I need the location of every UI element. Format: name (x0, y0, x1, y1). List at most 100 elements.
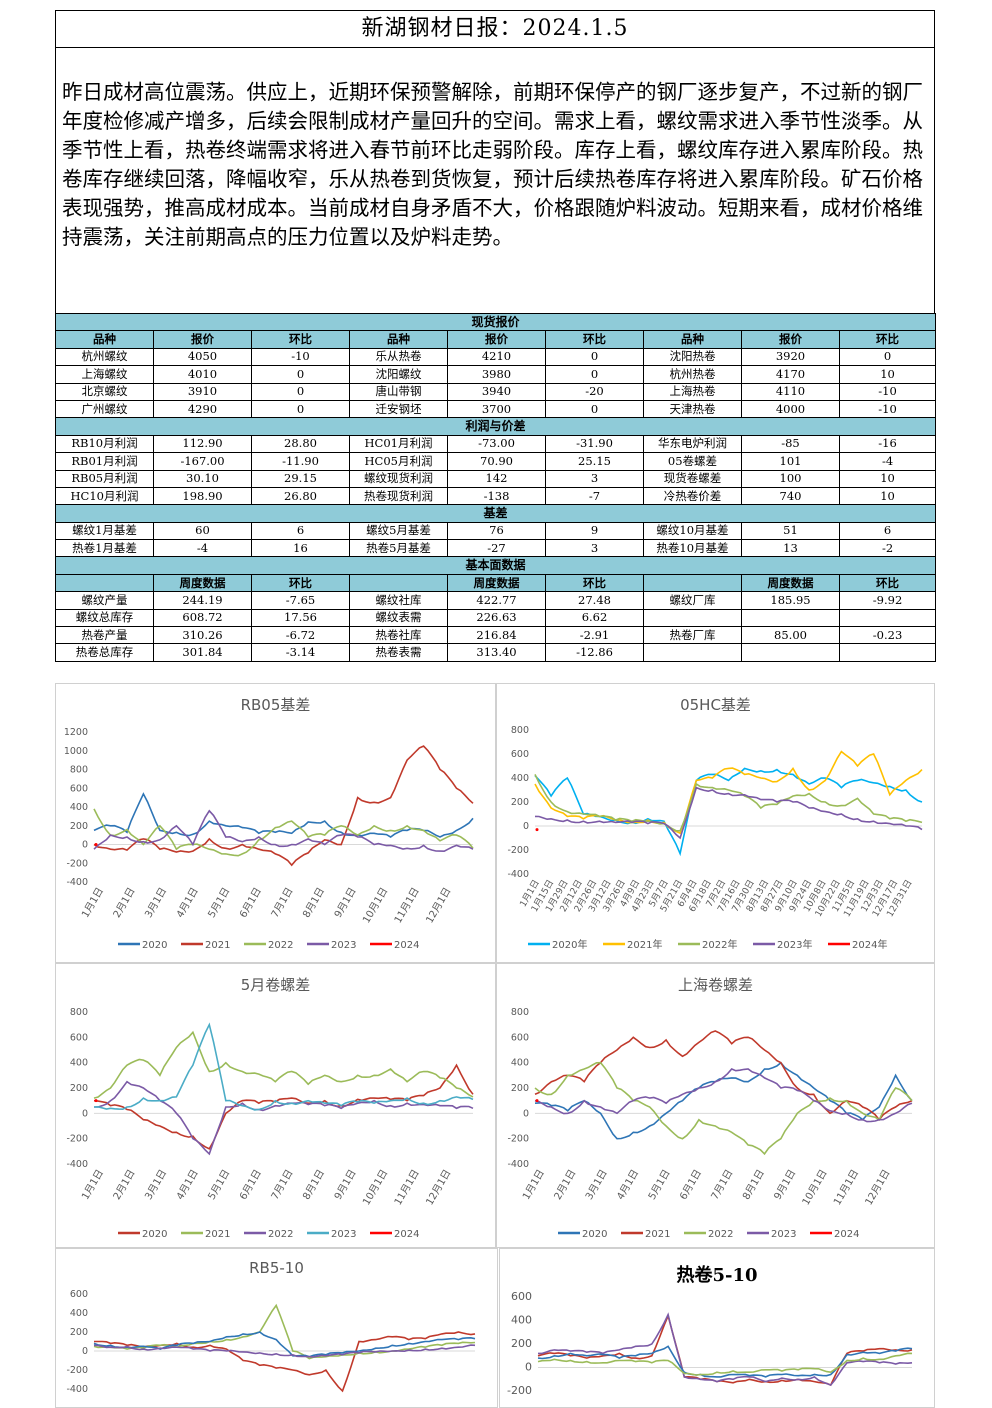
column-header: 品种 (349, 330, 448, 349)
series-line (534, 1068, 913, 1123)
legend-label: 2020 (582, 1229, 607, 1240)
table-cell: 冷热卷价差 (643, 486, 742, 506)
table-cell: -4 (153, 539, 252, 558)
series-line (94, 1331, 476, 1393)
table-cell: -7.65 (251, 591, 350, 610)
table-cell: 29.15 (251, 469, 350, 488)
x-tick-label: 12月1日 (424, 1168, 454, 1208)
table-cell: 3 (545, 469, 644, 488)
chart-title: 热卷5-10 (676, 1265, 758, 1286)
legend-label: 2023 (771, 1229, 796, 1240)
table-cell: 244.19 (153, 591, 252, 610)
table-cell: RB10月利润 (55, 434, 154, 454)
y-tick-label: 1200 (64, 727, 88, 738)
series-line (538, 1312, 913, 1387)
table-cell: 热卷1月基差 (55, 539, 154, 558)
series-point (94, 1099, 98, 1103)
x-tick-label: 7月1日 (269, 886, 296, 920)
series-line (537, 1345, 913, 1378)
y-tick-label: -400 (507, 1159, 529, 1170)
x-tick-label: 2月1日 (111, 1168, 138, 1202)
table-cell: 0 (545, 399, 644, 419)
legend-label: 2022 (268, 940, 293, 951)
x-tick-label: 4月1日 (174, 886, 201, 920)
legend-label: 2023 (331, 940, 356, 951)
table-cell: -10 (251, 347, 350, 367)
table-cell: -167.00 (153, 452, 252, 471)
report-page: 新湖钢材日报：2024.1.5 昨日成材高位震荡。供应上，近期环保预警解除，前期… (54, 10, 937, 662)
column-header: 报价 (741, 330, 840, 349)
chart-shanghai-coil-rebar-spread: 上海卷螺差 800 600 400 200 0 -200 -400 1月1日 2月1日 3月1日 4月… (496, 963, 935, 1248)
table-cell: -20 (545, 382, 644, 401)
y-tick-label: 400 (70, 802, 88, 813)
table-cell: 现货卷螺差 (643, 469, 742, 488)
table-cell: 101 (741, 452, 840, 471)
column-header: 周度数据 (741, 573, 840, 593)
table-cell: 10 (838, 469, 937, 488)
chart-title: 上海卷螺差 (677, 976, 753, 994)
y-tick-label: -400 (66, 1159, 88, 1170)
table-row: 螺纹产量 244.19 -7.65 螺纹社库 422.77 27.48 螺纹厂库 185.95… (55, 591, 937, 610)
series-line (93, 792, 474, 838)
x-tick-label: 2月1日 (111, 886, 138, 920)
legend-label: 2024年 (852, 938, 887, 951)
table-cell: 热卷产量 (55, 626, 154, 645)
column-header: 环比 (545, 573, 644, 593)
table-cell: 热卷总库存 (55, 643, 154, 662)
table-cell: 热卷社库 (349, 626, 448, 645)
y-tick-label: 400 (511, 1058, 529, 1069)
report-title: 新湖钢材日报：2024.1.5 (55, 10, 935, 48)
column-header (349, 573, 448, 593)
column-header: 品种 (55, 330, 154, 349)
table-cell: HC10月利润 (55, 486, 154, 506)
series-line (534, 774, 923, 832)
table-cell: 13 (741, 539, 840, 558)
table-cell: 螺纹产量 (55, 591, 154, 610)
table-cell: 0 (545, 365, 644, 384)
series-line (534, 1030, 913, 1121)
y-tick-label: 0 (523, 821, 529, 832)
table-cell: 热卷现货利润 (349, 486, 448, 506)
table-row: 北京螺纹 3910 0 唐山带钢 3940 -20 上海热卷 4110 -10 (55, 382, 937, 401)
section-title: 基本面数据 (54, 556, 937, 575)
column-header (643, 573, 742, 593)
table-cell: 华东电炉利润 (643, 434, 742, 454)
table-cell: 6.62 (545, 608, 644, 628)
x-tick-label: 1月1日 (520, 1168, 547, 1202)
x-tick-label: 10月1日 (360, 1168, 390, 1208)
y-tick-label: 200 (511, 1337, 532, 1350)
y-tick-label: 800 (70, 765, 88, 776)
column-header: 报价 (153, 330, 252, 349)
y-tick-label: 600 (511, 1032, 529, 1043)
y-tick-label: 200 (70, 1327, 88, 1338)
legend-label: 2023 (331, 1229, 356, 1240)
x-tick-label: 3月1日 (142, 886, 169, 920)
column-header: 周度数据 (447, 573, 546, 593)
table-cell (643, 608, 742, 628)
series-line (537, 1313, 913, 1387)
table-row: 热卷1月基差 -4 16 热卷5月基差 -27 3 热卷10月基差 13 -2 (55, 539, 937, 558)
y-tick-label: 0 (525, 1361, 532, 1374)
x-tick-label: 7月1日 (709, 1168, 736, 1202)
table-cell: 北京螺纹 (55, 382, 154, 401)
x-tick-label: 2月1日 (552, 1168, 579, 1202)
charts-area: RB05基差 1200 1000 800 600 400 200 0 -200 -400 1月1日 2… (55, 683, 935, 1408)
series-line (93, 809, 474, 853)
legend-label: 2020年 (552, 938, 587, 951)
table-cell: 3980 (447, 365, 546, 384)
x-tick-label: 4月1日 (615, 1168, 642, 1202)
table-cell: 198.90 (153, 486, 252, 506)
table-row: 杭州螺纹 4050 -10 乐从热卷 4210 0 沈阳热卷 3920 0 (55, 347, 937, 367)
x-tick-label: 6月1日 (677, 1168, 704, 1202)
column-header: 品种 (643, 330, 742, 349)
table-cell: 0 (838, 347, 937, 367)
chart-may-coil-rebar-spread: 5月卷螺差 800 600 400 200 0 -200 -400 1月1日 2月1日 3月1日 4月… (55, 963, 496, 1248)
table-cell: 螺纹5月基差 (349, 521, 448, 541)
series-point (535, 1099, 539, 1103)
table-cell: -31.90 (545, 434, 644, 454)
table-cell: 3920 (741, 347, 840, 367)
series-line (93, 1344, 476, 1358)
column-header: 报价 (447, 330, 546, 349)
table-cell: 4210 (447, 347, 546, 367)
